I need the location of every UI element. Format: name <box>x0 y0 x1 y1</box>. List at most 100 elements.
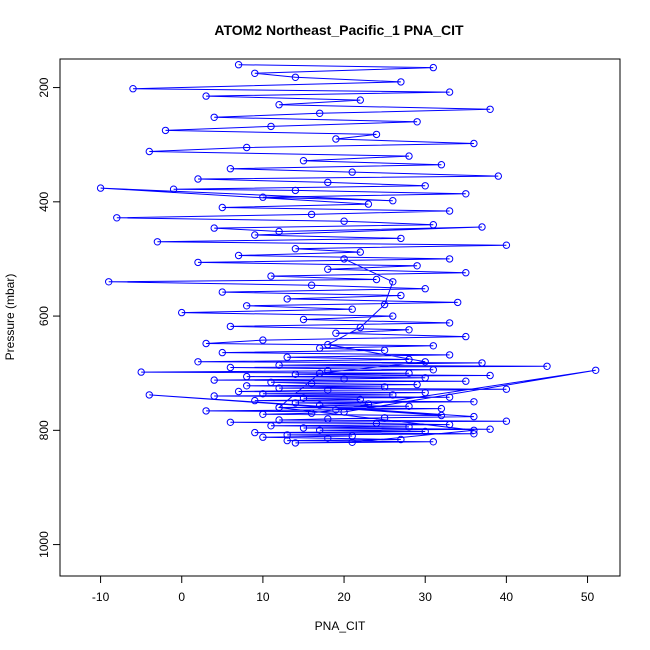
data-point <box>291 370 300 378</box>
data-point <box>218 348 227 357</box>
chart-title: ATOM2 Northeast_Pacific_1 PNA_CIT <box>214 22 464 38</box>
data-point <box>478 359 486 367</box>
series-line-0 <box>100 64 596 444</box>
data-point <box>267 422 275 430</box>
data-point <box>307 379 316 388</box>
data-point <box>291 439 300 447</box>
data-point <box>421 374 429 382</box>
data-point <box>421 285 429 293</box>
data-point <box>291 73 300 82</box>
data-point <box>324 434 332 442</box>
data-point <box>437 404 446 413</box>
data-point <box>478 223 486 231</box>
data-point <box>234 60 243 69</box>
data-point <box>137 368 145 376</box>
data-point <box>267 272 275 280</box>
data-point <box>259 433 267 441</box>
data-point <box>445 255 454 263</box>
data-point <box>470 430 478 438</box>
data-point <box>243 302 251 310</box>
data-point <box>96 184 105 192</box>
data-point <box>356 248 364 256</box>
data-point <box>445 393 454 401</box>
data-point <box>421 388 429 397</box>
data-point <box>291 186 300 195</box>
data-point <box>307 281 316 289</box>
data-point <box>129 85 137 93</box>
data-point <box>210 392 218 400</box>
data-point <box>356 395 364 404</box>
x-tick-label-3: 20 <box>337 590 351 604</box>
data-point <box>210 113 218 122</box>
data-point <box>429 63 437 72</box>
data-point <box>462 269 470 277</box>
data-point <box>194 258 202 267</box>
data-point <box>413 118 421 126</box>
y-tick-label-3: 800 <box>37 420 51 440</box>
x-tick-label-2: 10 <box>256 590 270 604</box>
data-point <box>275 416 283 424</box>
data-point <box>275 361 283 369</box>
data-point <box>502 241 511 249</box>
data-point <box>413 262 421 270</box>
data-point <box>283 436 291 445</box>
data-point <box>421 358 429 366</box>
data-point <box>486 425 494 433</box>
x-tick-label-5: 40 <box>500 590 514 604</box>
data-point <box>324 386 332 394</box>
data-point <box>145 147 154 156</box>
data-point <box>364 200 373 208</box>
data-point <box>299 424 308 432</box>
data-point <box>161 126 170 135</box>
data-point <box>324 367 332 375</box>
data-point <box>486 371 494 380</box>
data-point <box>316 401 324 409</box>
data-point <box>592 366 600 374</box>
data-point <box>356 323 364 332</box>
data-point <box>316 344 324 352</box>
plot-box <box>59 58 621 577</box>
data-point <box>251 231 259 239</box>
data-point <box>470 426 478 434</box>
data-point <box>380 414 389 422</box>
data-point <box>291 245 300 253</box>
data-point <box>397 78 405 86</box>
data-point <box>380 300 389 309</box>
data-point <box>316 369 324 377</box>
data-point <box>243 372 251 381</box>
data-point <box>218 203 227 212</box>
data-point <box>372 419 381 428</box>
x-tick-label-6: 50 <box>581 590 595 604</box>
data-point <box>486 105 494 114</box>
data-point <box>502 417 511 425</box>
data-point <box>332 329 340 337</box>
data-point <box>470 398 478 406</box>
data-point <box>251 396 259 405</box>
data-point <box>405 369 413 377</box>
data-point <box>348 168 356 176</box>
data-point <box>316 109 324 118</box>
data-point <box>445 351 454 359</box>
data-point <box>397 435 405 444</box>
data-point <box>307 409 316 417</box>
data-point <box>429 342 437 350</box>
data-point <box>421 427 429 436</box>
x-tick-label-0: -10 <box>92 590 110 604</box>
data-point <box>470 412 478 421</box>
data-point <box>291 399 300 407</box>
data-point <box>429 438 437 446</box>
data-point <box>445 420 454 429</box>
data-point <box>405 402 413 410</box>
data-point <box>226 165 235 173</box>
data-point <box>437 161 446 169</box>
data-point <box>259 193 267 201</box>
x-axis-label: PNA_CIT <box>315 619 366 633</box>
data-point <box>413 380 421 389</box>
data-point <box>470 139 478 148</box>
data-point <box>380 383 389 391</box>
data-point <box>445 207 454 215</box>
data-point <box>169 185 178 193</box>
data-point <box>145 391 154 399</box>
data-point <box>307 210 316 219</box>
data-point <box>283 431 291 439</box>
